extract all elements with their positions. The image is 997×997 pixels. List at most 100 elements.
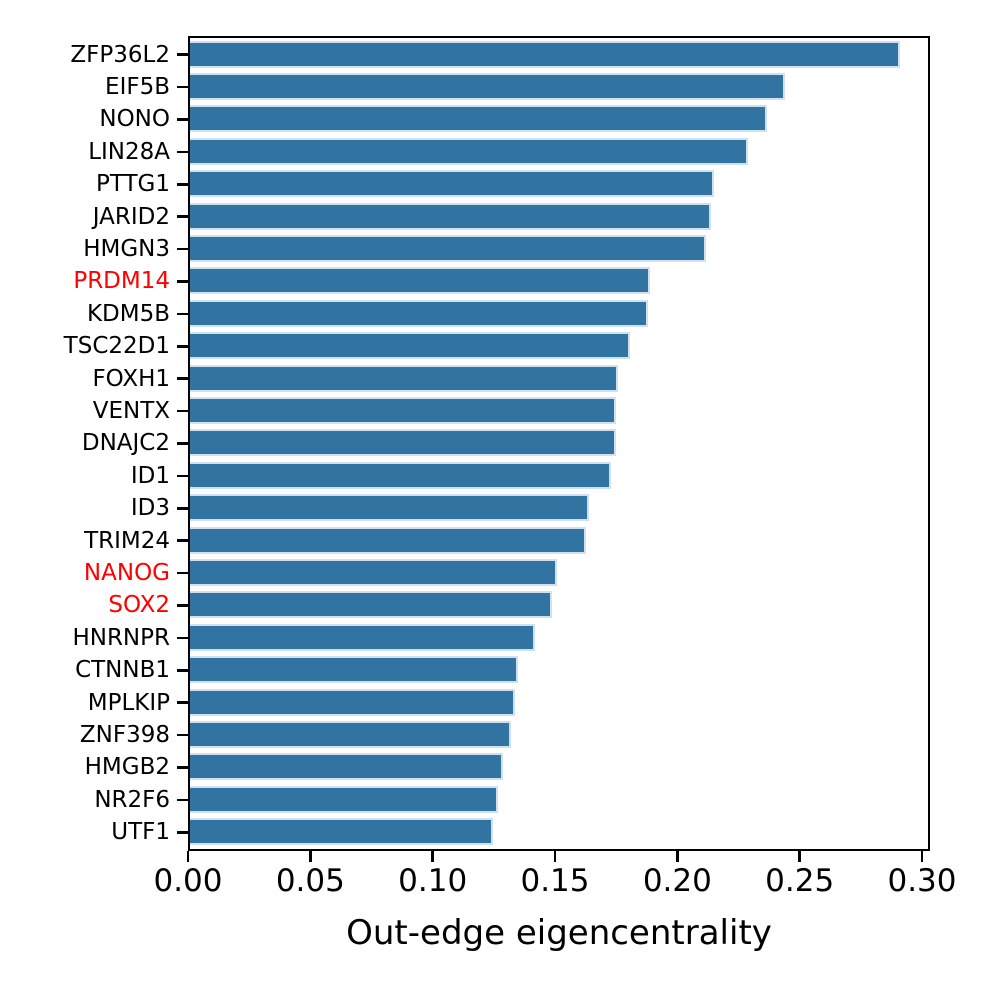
bar-pttg1	[190, 170, 714, 198]
bar-row-id3	[190, 492, 928, 524]
y-tick-mark	[177, 507, 188, 510]
bar-row-dnajc2	[190, 427, 928, 459]
x-tick-label-0.20: 0.20	[642, 863, 712, 899]
y-tick-label-id1: ID1	[130, 462, 170, 489]
y-tick-label-eif5b: EIF5B	[105, 73, 170, 100]
x-tick-label-0.00: 0.00	[153, 863, 223, 899]
y-tick-label-kdm5b: KDM5B	[86, 300, 170, 327]
y-tick-mark	[177, 280, 188, 283]
y-tick-label-pttg1: PTTG1	[95, 171, 170, 198]
y-tick-mark	[177, 183, 188, 186]
bar-row-nono	[190, 103, 928, 135]
plot-area	[188, 36, 930, 851]
y-tick-mark	[177, 442, 188, 445]
bar-nono	[190, 105, 768, 133]
bar-jarid2	[190, 202, 712, 230]
bar-row-nanog	[190, 556, 928, 588]
y-tick-mark	[177, 215, 188, 218]
bar-eif5b	[190, 72, 785, 100]
x-tick-label-0.30: 0.30	[887, 863, 957, 899]
bar-nanog	[190, 558, 557, 586]
bar-nr2f6	[190, 785, 499, 813]
bar-kdm5b	[190, 299, 648, 327]
y-tick-mark	[177, 409, 188, 413]
y-tick-label-hnrnpr: HNRNPR	[72, 624, 170, 651]
x-tick-mark	[553, 851, 557, 862]
y-tick-label-id3: ID3	[130, 495, 170, 522]
y-tick-label-trim24: TRIM24	[84, 527, 170, 554]
bar-row-utf1	[190, 816, 928, 848]
y-tick-label-tsc22d1: TSC22D1	[63, 333, 170, 360]
y-tick-label-nanog: NANOG	[83, 559, 170, 586]
y-tick-mark	[177, 571, 188, 575]
y-tick-label-ventx: VENTX	[92, 397, 170, 424]
bar-row-kdm5b	[190, 297, 928, 329]
bar-hmgn3	[190, 234, 707, 262]
x-tick-mark	[798, 851, 801, 862]
y-tick-label-mplkip: MPLKIP	[87, 689, 170, 716]
y-tick-label-nr2f6: NR2F6	[94, 786, 170, 813]
y-tick-label-nono: NONO	[99, 106, 170, 133]
bar-zfp36l2	[190, 40, 900, 68]
y-tick-mark	[177, 312, 188, 316]
y-tick-mark	[177, 345, 188, 348]
x-tick-mark	[431, 851, 434, 862]
bar-row-jarid2	[190, 200, 928, 232]
y-tick-mark	[177, 766, 188, 769]
y-tick-label-zfp36l2: ZFP36L2	[70, 41, 170, 68]
bar-trim24	[190, 526, 587, 554]
y-tick-label-prdm14: PRDM14	[73, 268, 170, 295]
y-tick-label-ctnnb1: CTNNB1	[75, 657, 170, 684]
bar-dnajc2	[190, 429, 616, 457]
y-tick-label-foxh1: FOXH1	[92, 365, 170, 392]
bar-row-hmgn3	[190, 232, 928, 264]
y-tick-mark	[177, 85, 188, 89]
x-tick-label-0.05: 0.05	[275, 863, 345, 899]
bar-sox2	[190, 591, 553, 619]
x-axis-title: Out-edge eigencentrality	[346, 913, 772, 953]
y-tick-mark	[177, 150, 188, 154]
bar-tsc22d1	[190, 332, 631, 360]
y-tick-label-lin28a: LIN28A	[88, 138, 170, 165]
bar-utf1	[190, 818, 494, 846]
y-tick-mark	[177, 247, 188, 251]
bar-hnrnpr	[190, 623, 535, 651]
bar-row-hnrnpr	[190, 621, 928, 653]
x-tick-label-0.15: 0.15	[520, 863, 590, 899]
bar-row-hmgb2	[190, 751, 928, 783]
y-tick-mark	[177, 377, 188, 380]
y-tick-label-hmgb2: HMGB2	[84, 754, 170, 781]
y-tick-mark	[177, 539, 188, 542]
bar-row-znf398	[190, 718, 928, 750]
bar-row-eif5b	[190, 70, 928, 102]
bar-row-trim24	[190, 524, 928, 556]
bar-mplkip	[190, 688, 516, 716]
y-tick-mark	[177, 798, 188, 802]
bar-row-nr2f6	[190, 783, 928, 815]
y-tick-mark	[177, 701, 188, 704]
bar-znf398	[190, 720, 511, 748]
bar-row-lin28a	[190, 135, 928, 167]
bar-ctnnb1	[190, 656, 518, 684]
bar-row-ventx	[190, 394, 928, 426]
bar-lin28a	[190, 137, 748, 165]
y-tick-label-sox2: SOX2	[108, 592, 170, 619]
y-tick-mark	[177, 831, 188, 834]
y-tick-mark	[177, 474, 188, 478]
y-tick-mark	[177, 53, 188, 56]
x-tick-mark	[309, 851, 312, 862]
y-tick-mark	[177, 669, 188, 672]
y-tick-label-znf398: ZNF398	[79, 721, 170, 748]
bar-row-prdm14	[190, 265, 928, 297]
y-tick-mark	[177, 604, 188, 607]
x-tick-label-0.10: 0.10	[398, 863, 468, 899]
bar-ventx	[190, 396, 616, 424]
y-tick-label-dnajc2: DNAJC2	[81, 430, 170, 457]
bar-foxh1	[190, 364, 619, 392]
y-tick-label-hmgn3: HMGN3	[83, 235, 170, 262]
bar-id1	[190, 461, 611, 489]
y-tick-mark	[177, 733, 188, 737]
bar-prdm14	[190, 267, 650, 295]
y-tick-label-utf1: UTF1	[111, 819, 170, 846]
